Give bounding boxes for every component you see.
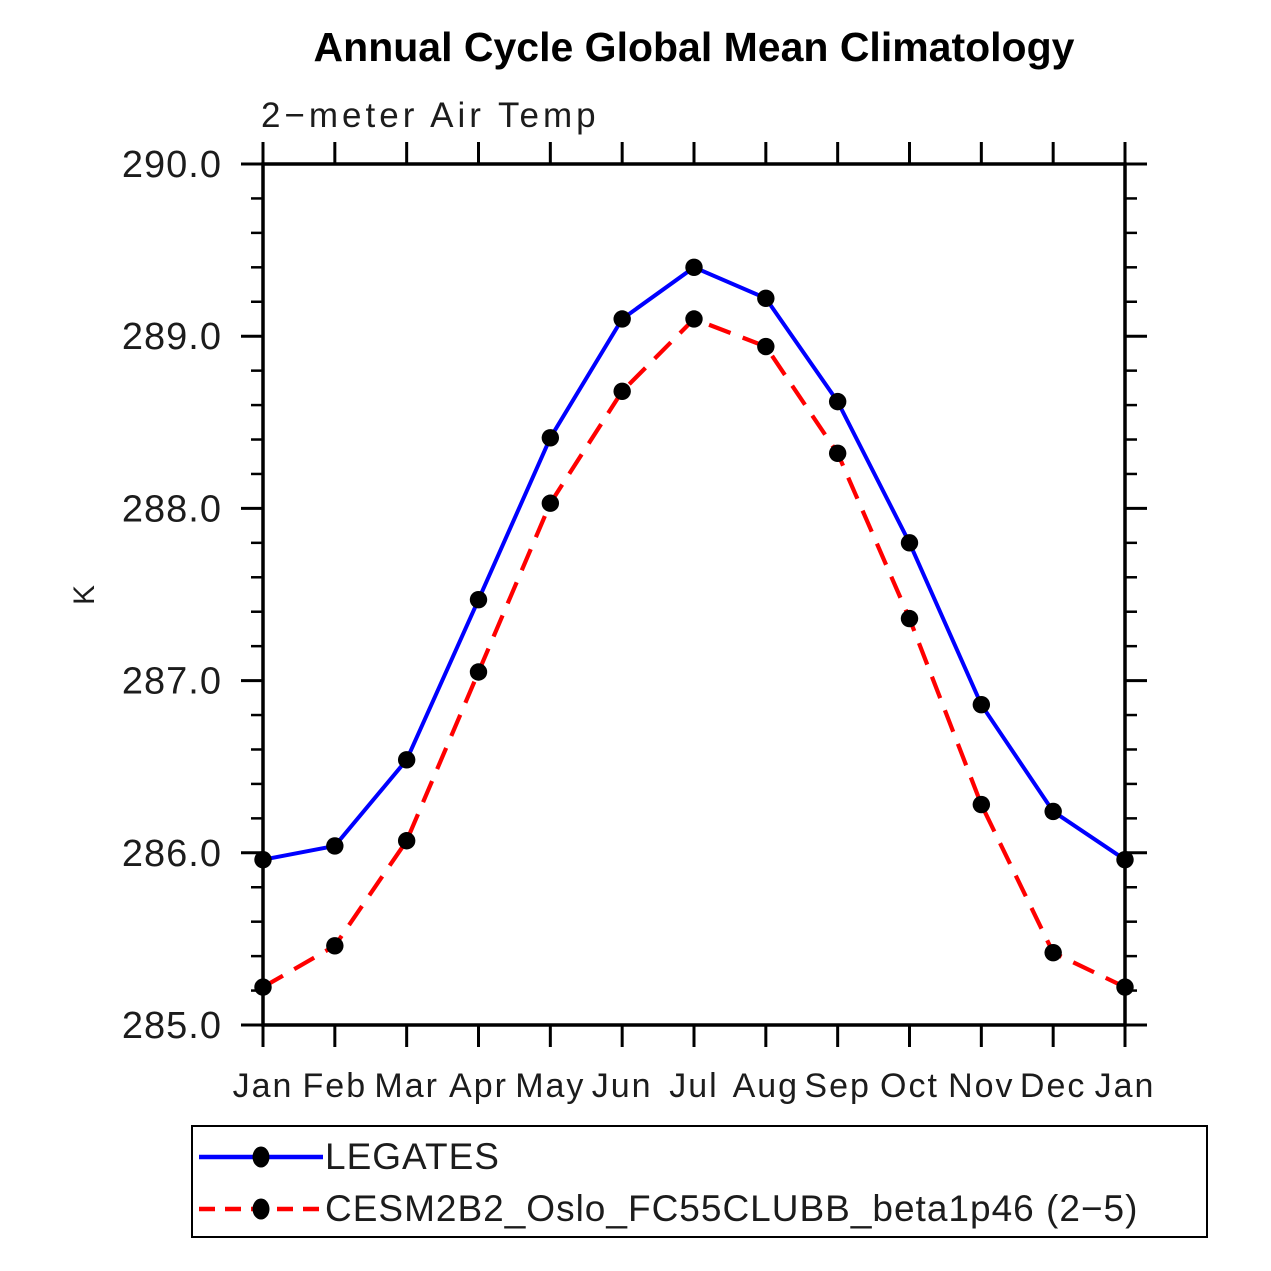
- data-point: [613, 382, 631, 401]
- data-point: [469, 663, 488, 681]
- chart-subtitle: 2−meter Air Temp: [261, 96, 600, 135]
- x-tick-label: Mar: [374, 1067, 439, 1105]
- legend-box: LEGATES CESM2B2_Oslo_FC55CLUBB_beta1p46 …: [191, 1125, 1208, 1238]
- data-point: [757, 337, 775, 356]
- x-tick-label: Nov: [948, 1067, 1014, 1105]
- legend-marker-circle: [252, 1198, 270, 1220]
- data-point: [326, 837, 344, 855]
- data-point: [685, 258, 703, 277]
- y-tick-label: 289.0: [122, 316, 222, 358]
- legend-item-cesm2b2: CESM2B2_Oslo_FC55CLUBB_beta1p46 (2−5): [193, 1187, 1138, 1231]
- data-point: [828, 444, 847, 462]
- x-tick-label: Sep: [804, 1067, 871, 1105]
- data-point: [541, 429, 560, 447]
- data-point: [1044, 943, 1062, 962]
- x-tick-label: Feb: [303, 1067, 368, 1105]
- plot-frame: [261, 162, 1127, 1027]
- x-tick-label: Jul: [669, 1067, 718, 1105]
- x-tick-label: Apr: [449, 1067, 508, 1105]
- legend-label: CESM2B2_Oslo_FC55CLUBB_beta1p46 (2−5): [325, 1188, 1139, 1229]
- x-tick-label: Aug: [733, 1067, 800, 1105]
- series-line-legates: [262, 265, 1127, 862]
- series-line-cesm2b2: [261, 316, 1126, 990]
- data-point: [757, 289, 775, 308]
- legend-line-sample-dashed: [199, 1198, 323, 1220]
- x-tick-label: Jan: [1095, 1067, 1156, 1105]
- data-point: [1116, 850, 1134, 869]
- data-point: [972, 795, 991, 814]
- legend-marker-circle: [252, 1146, 270, 1168]
- y-tick-label: 285.0: [122, 1005, 222, 1047]
- data-point: [828, 392, 847, 411]
- data-point: [397, 751, 416, 769]
- data-point: [541, 494, 560, 512]
- data-point: [1116, 978, 1134, 996]
- x-tick-label: Dec: [1020, 1067, 1086, 1105]
- x-tick-label: May: [515, 1067, 585, 1105]
- y-tick-label: 290.0: [122, 144, 222, 186]
- data-point: [326, 937, 344, 955]
- y-tick-label: 286.0: [122, 833, 222, 875]
- data-point: [972, 696, 991, 714]
- data-point: [254, 850, 272, 869]
- y-tick-label: 287.0: [122, 661, 222, 703]
- data-point: [1044, 802, 1062, 821]
- data-point: [613, 310, 631, 328]
- chart-title: Annual Cycle Global Mean Climatology: [313, 24, 1075, 70]
- legend-line-sample-solid: [199, 1146, 323, 1168]
- legend-label: LEGATES: [325, 1136, 500, 1177]
- data-point: [685, 310, 703, 328]
- data-point: [254, 978, 272, 996]
- x-tick-label: Jan: [233, 1067, 294, 1105]
- data-point: [397, 832, 416, 850]
- data-point: [469, 590, 488, 609]
- data-point: [900, 609, 919, 628]
- x-tick-label: Jun: [592, 1067, 653, 1105]
- data-point: [900, 534, 919, 552]
- y-tick-label: 288.0: [122, 488, 222, 530]
- x-tick-label: Oct: [880, 1067, 939, 1105]
- legend-item-legates: LEGATES: [193, 1135, 500, 1179]
